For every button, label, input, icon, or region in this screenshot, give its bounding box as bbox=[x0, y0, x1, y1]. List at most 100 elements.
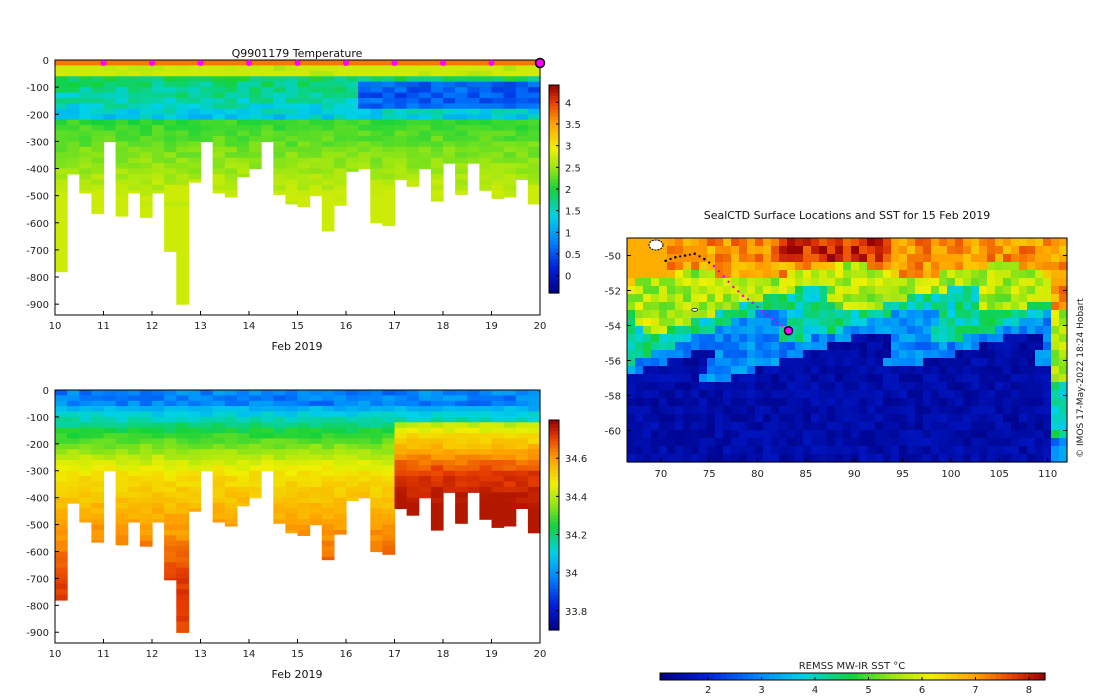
profile-cell bbox=[91, 508, 105, 515]
profile-cell bbox=[285, 173, 299, 180]
profile-cell bbox=[164, 70, 177, 77]
x-tick-label: 16 bbox=[340, 321, 353, 332]
sst-cell bbox=[675, 262, 684, 271]
profile-cell bbox=[503, 449, 517, 456]
sst-cell bbox=[779, 454, 788, 463]
sst-cell bbox=[843, 254, 852, 263]
profile-cell bbox=[176, 470, 189, 477]
y-tick-label: -900 bbox=[26, 300, 49, 311]
profile-cell bbox=[188, 503, 202, 509]
profile-cell bbox=[297, 497, 311, 504]
sst-cell bbox=[627, 262, 636, 271]
profile-cell bbox=[79, 141, 92, 148]
sst-cell bbox=[1011, 358, 1020, 367]
sst-cell bbox=[883, 342, 892, 351]
profile-cell bbox=[418, 395, 432, 402]
sst-cell bbox=[1003, 430, 1012, 439]
colorbar-swatch bbox=[549, 528, 559, 533]
profile-cell bbox=[285, 422, 299, 429]
sst-cell bbox=[691, 350, 700, 359]
profile-cell bbox=[491, 513, 505, 520]
profile-cell bbox=[382, 114, 396, 121]
sst-cell bbox=[891, 286, 900, 295]
sst-cell bbox=[651, 286, 660, 295]
sst-cell bbox=[947, 446, 956, 455]
sst-cell bbox=[835, 350, 844, 359]
sst-cell bbox=[811, 294, 820, 303]
profile-cell bbox=[79, 173, 92, 180]
sst-cell bbox=[923, 406, 932, 415]
profile-cell bbox=[127, 141, 141, 148]
sst-cell bbox=[667, 446, 676, 455]
sst-cell bbox=[659, 350, 668, 359]
profile-cell bbox=[188, 416, 202, 423]
profile-cell bbox=[394, 411, 408, 418]
sst-cell bbox=[691, 382, 700, 391]
profile-cell bbox=[224, 103, 238, 110]
profile-cell bbox=[67, 70, 80, 77]
sst-cell bbox=[915, 398, 924, 407]
sst-cell bbox=[1027, 430, 1036, 439]
profile-cell bbox=[67, 395, 80, 402]
profile-cell bbox=[370, 108, 383, 115]
sst-cell bbox=[1051, 414, 1060, 423]
sst-cell bbox=[931, 366, 940, 375]
sst-cell bbox=[915, 430, 924, 439]
sst-cell bbox=[1019, 294, 1028, 303]
profile-cell bbox=[236, 130, 250, 137]
sst-cell bbox=[851, 374, 860, 383]
colorbar-swatch bbox=[549, 500, 559, 505]
profile-cell bbox=[503, 114, 517, 121]
sst-cell bbox=[875, 382, 884, 391]
profile-cell bbox=[370, 508, 383, 515]
profile-cell bbox=[127, 481, 141, 488]
profile-cell bbox=[91, 195, 105, 202]
profile-cell bbox=[321, 136, 335, 142]
sst-cell bbox=[867, 318, 876, 327]
profile-cell bbox=[467, 438, 480, 445]
profile-cell bbox=[67, 103, 80, 110]
profile-cell bbox=[152, 449, 165, 456]
profile-cell bbox=[321, 87, 335, 94]
profile-cell bbox=[455, 168, 468, 175]
profile-cell bbox=[55, 146, 68, 153]
profile-cell bbox=[333, 400, 347, 407]
sst-cell bbox=[947, 326, 956, 335]
profile-cell bbox=[91, 540, 105, 543]
y-tick-label: 0 bbox=[43, 386, 49, 397]
colorbar-swatch bbox=[549, 109, 559, 114]
profile-cell bbox=[200, 87, 214, 94]
sst-cell bbox=[651, 318, 660, 327]
colorbar-swatch bbox=[549, 154, 559, 159]
sst-cell bbox=[835, 446, 844, 455]
profile-cell bbox=[309, 513, 323, 520]
sst-cell bbox=[939, 238, 948, 247]
profile-cell bbox=[333, 184, 347, 191]
colorbar-swatch bbox=[549, 444, 559, 449]
sst-cell bbox=[771, 406, 780, 415]
profile-cell bbox=[321, 130, 335, 137]
sst-cell bbox=[707, 366, 716, 375]
profile-cell bbox=[527, 173, 541, 180]
temperature-panel: Q9901179 Temperature 10 11 12 13 14 15 16 17 18 1… bbox=[26, 47, 581, 353]
sst-cell bbox=[1051, 262, 1060, 271]
sst-cell bbox=[899, 310, 908, 319]
sst-cell bbox=[675, 398, 684, 407]
profile-cell bbox=[370, 157, 383, 164]
profile-cell bbox=[176, 594, 189, 601]
sst-cell bbox=[723, 374, 732, 383]
profile-cell bbox=[358, 65, 371, 72]
sst-cell bbox=[939, 278, 948, 287]
sst-cell bbox=[827, 374, 836, 383]
profile-cell bbox=[443, 65, 456, 72]
profile-cell bbox=[55, 157, 68, 164]
sst-cell bbox=[795, 382, 804, 391]
sst-cell bbox=[731, 342, 740, 351]
sst-cell bbox=[1003, 366, 1012, 375]
profile-cell bbox=[443, 141, 456, 148]
sst-cell bbox=[851, 358, 860, 367]
profile-cell bbox=[479, 125, 493, 132]
sst-cell bbox=[867, 374, 876, 383]
profile-cell bbox=[127, 168, 141, 175]
profile-cell bbox=[321, 195, 335, 202]
